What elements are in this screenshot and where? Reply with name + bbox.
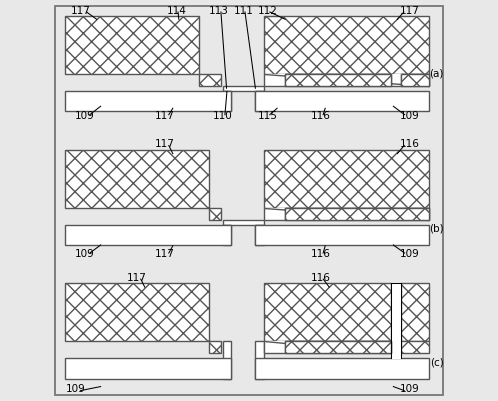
Text: 109: 109 bbox=[399, 384, 419, 393]
Polygon shape bbox=[264, 74, 429, 86]
Bar bbox=[400, 74, 429, 86]
Bar bbox=[264, 283, 391, 341]
Text: 117: 117 bbox=[127, 273, 146, 283]
Bar bbox=[223, 225, 232, 245]
Text: 111: 111 bbox=[234, 6, 253, 16]
Bar bbox=[285, 341, 391, 353]
Text: 117: 117 bbox=[399, 6, 419, 16]
Text: 113: 113 bbox=[209, 6, 229, 16]
Text: 110: 110 bbox=[213, 111, 233, 121]
Bar bbox=[65, 225, 232, 245]
Text: 117: 117 bbox=[155, 111, 175, 121]
Bar bbox=[223, 341, 232, 379]
Bar bbox=[264, 150, 429, 208]
Text: 109: 109 bbox=[66, 384, 85, 393]
Bar bbox=[223, 86, 264, 91]
Text: 117: 117 bbox=[155, 249, 175, 259]
Bar bbox=[285, 341, 391, 353]
Bar bbox=[400, 341, 429, 353]
Text: (a): (a) bbox=[429, 69, 444, 78]
Bar bbox=[285, 74, 391, 86]
Text: 117: 117 bbox=[71, 6, 91, 16]
Polygon shape bbox=[264, 208, 429, 220]
Bar bbox=[255, 225, 429, 245]
Bar bbox=[400, 74, 429, 86]
Bar bbox=[391, 74, 400, 87]
Text: 109: 109 bbox=[75, 249, 95, 259]
Bar bbox=[255, 341, 264, 379]
Bar bbox=[223, 91, 232, 111]
Bar bbox=[65, 91, 232, 111]
Text: 112: 112 bbox=[258, 6, 278, 16]
Text: (c): (c) bbox=[430, 358, 444, 367]
Text: 116: 116 bbox=[311, 273, 331, 283]
Text: 115: 115 bbox=[258, 111, 278, 121]
Bar bbox=[285, 74, 391, 86]
Text: 109: 109 bbox=[399, 249, 419, 259]
Text: 116: 116 bbox=[311, 249, 331, 259]
Text: 114: 114 bbox=[167, 6, 187, 16]
Bar bbox=[264, 74, 285, 87]
Polygon shape bbox=[65, 16, 221, 86]
Text: (b): (b) bbox=[429, 224, 444, 234]
Bar bbox=[285, 208, 429, 220]
Bar bbox=[255, 91, 429, 111]
Polygon shape bbox=[65, 150, 221, 220]
Bar bbox=[255, 225, 264, 245]
Bar bbox=[400, 283, 429, 341]
Bar bbox=[264, 208, 285, 221]
Text: 109: 109 bbox=[399, 111, 419, 121]
Bar bbox=[264, 16, 429, 74]
Bar bbox=[255, 91, 264, 111]
Bar bbox=[223, 220, 264, 225]
Text: 109: 109 bbox=[75, 111, 95, 121]
Text: 116: 116 bbox=[399, 140, 419, 149]
Polygon shape bbox=[65, 283, 221, 353]
Text: 117: 117 bbox=[155, 140, 175, 149]
Bar bbox=[65, 358, 232, 379]
Text: 116: 116 bbox=[311, 111, 331, 121]
Bar bbox=[255, 358, 429, 379]
Bar bbox=[264, 341, 285, 354]
Bar bbox=[391, 283, 400, 359]
Bar bbox=[285, 208, 429, 220]
Polygon shape bbox=[264, 341, 391, 353]
